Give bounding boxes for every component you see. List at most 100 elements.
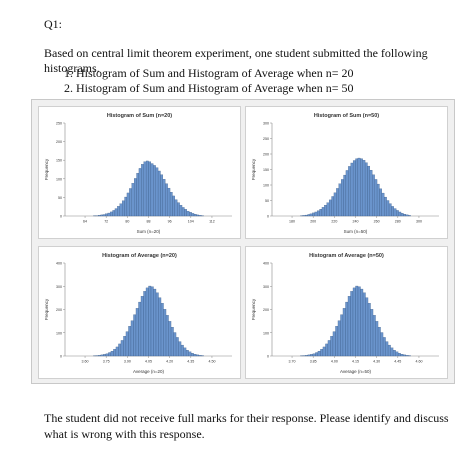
y-tick-label: 100 (263, 184, 269, 188)
histogram-bar (357, 157, 361, 217)
histogram-bar (105, 213, 108, 217)
histogram-bar (119, 203, 123, 217)
x-tick-label: 80 (125, 220, 129, 224)
y-tick-label: 0 (60, 215, 62, 219)
histogram-bar (302, 215, 306, 217)
x-tick-label: 300 (416, 220, 422, 224)
histogram-bar (126, 192, 130, 217)
histogram-bar (348, 166, 351, 217)
histogram-bar (375, 321, 379, 357)
histogram-bar (178, 341, 182, 357)
histogram-bar (382, 337, 386, 357)
histogram-bar (173, 332, 177, 357)
histogram-bar (163, 309, 167, 357)
histogram-bar (386, 200, 390, 217)
histogram-sum-n50-panel: Histogram of Sum (n=50) 0 50 100 150 200 250 30… (245, 106, 448, 239)
x-tick-label: 4.60 (415, 360, 422, 364)
chart-title: Histogram of Average (n=20) (102, 253, 177, 259)
histogram-bar (397, 353, 401, 357)
histogram-bar (315, 352, 319, 357)
chart-title: Histogram of Average (n=50) (309, 253, 384, 259)
y-tick-label: 50 (265, 199, 269, 203)
y-tick-label: 200 (56, 308, 62, 312)
histogram-bar (123, 336, 127, 357)
histogram-bar (364, 162, 368, 217)
histogram-bar (198, 355, 202, 357)
item-list: Histogram of Sum and Histogram of Averag… (44, 66, 354, 96)
histogram-bar (317, 350, 321, 357)
x-tick-label: 220 (331, 220, 337, 224)
histogram-bar (160, 174, 164, 217)
histogram-bar (125, 331, 129, 357)
histogram-bar (317, 210, 320, 217)
list-item: Histogram of Sum and Histogram of Averag… (76, 66, 354, 81)
histogram-bar (133, 178, 137, 217)
y-axis-label: Frequency (251, 298, 256, 320)
histogram-bar (145, 287, 149, 357)
histogram-bar (131, 183, 135, 217)
histogram-bar (365, 297, 369, 357)
histogram-bar (307, 354, 311, 357)
histogram-bar (305, 355, 309, 357)
histogram-bar (324, 205, 327, 217)
histogram-bar (343, 174, 347, 217)
histogram-bar (193, 354, 197, 357)
histogram-bar (332, 331, 336, 357)
histogram-bar (395, 351, 399, 357)
list-item: Histogram of Sum and Histogram of Averag… (76, 81, 354, 96)
histogram-bar (319, 209, 323, 217)
histogram-bar (168, 321, 172, 357)
histogram-sum-n50: Histogram of Sum (n=50) 0 50 100 150 200 250 30… (251, 113, 439, 234)
histogram-bar (148, 161, 152, 217)
histogram-bar (345, 301, 349, 357)
histogram-bar (347, 296, 351, 357)
histogram-bar (310, 354, 314, 357)
histogram-bar (322, 346, 326, 357)
question-label: Q1: (44, 17, 62, 31)
histogram-bar (396, 210, 399, 217)
x-axis-label: Sum (n=20) (137, 229, 161, 234)
x-tick-label: 4.35 (187, 360, 194, 364)
x-tick-label: 200 (310, 220, 316, 224)
y-tick-label: 300 (263, 285, 269, 289)
x-tick-label: 4.20 (166, 360, 173, 364)
histogram-bar (177, 202, 180, 217)
histogram-bar (186, 211, 190, 217)
histogram-bar (179, 205, 183, 217)
histogram-bar (122, 200, 125, 217)
histogram-bar (143, 161, 147, 217)
y-tick-label: 100 (56, 177, 62, 181)
histogram-bar (387, 344, 391, 357)
histogram-bar (124, 196, 128, 217)
histogram-bar (100, 354, 104, 357)
histogram-bar (150, 286, 154, 357)
y-axis-label: Frequency (44, 298, 49, 320)
histogram-bar (143, 291, 147, 357)
y-tick-label: 200 (56, 140, 62, 144)
histogram-bar (141, 164, 144, 217)
histogram-bar (362, 160, 366, 217)
y-tick-label: 0 (267, 215, 269, 219)
histogram-bar (312, 353, 316, 357)
histogram-bar (377, 327, 381, 357)
histogram-bar (329, 199, 332, 217)
histogram-bar (155, 167, 159, 217)
histogram-bar (160, 303, 164, 357)
x-tick-label: 88 (147, 220, 151, 224)
x-tick-label: 4.15 (352, 360, 359, 364)
histogram-bar (336, 188, 339, 217)
histogram-bar (100, 214, 104, 217)
histogram-bar (393, 208, 397, 217)
histogram-bar (181, 207, 185, 217)
histogram-bar (136, 173, 140, 217)
x-tick-label: 3.70 (289, 360, 296, 364)
histogram-bar (402, 354, 406, 357)
histogram-bar (357, 286, 361, 357)
x-axis-label: Sum (n=50) (344, 229, 368, 234)
x-tick-label: 96 (168, 220, 172, 224)
histogram-bar (196, 214, 199, 217)
histogram-bar (355, 285, 359, 357)
histogram-bar (169, 192, 173, 217)
y-tick-label: 300 (263, 122, 269, 126)
histogram-bar (327, 340, 331, 357)
